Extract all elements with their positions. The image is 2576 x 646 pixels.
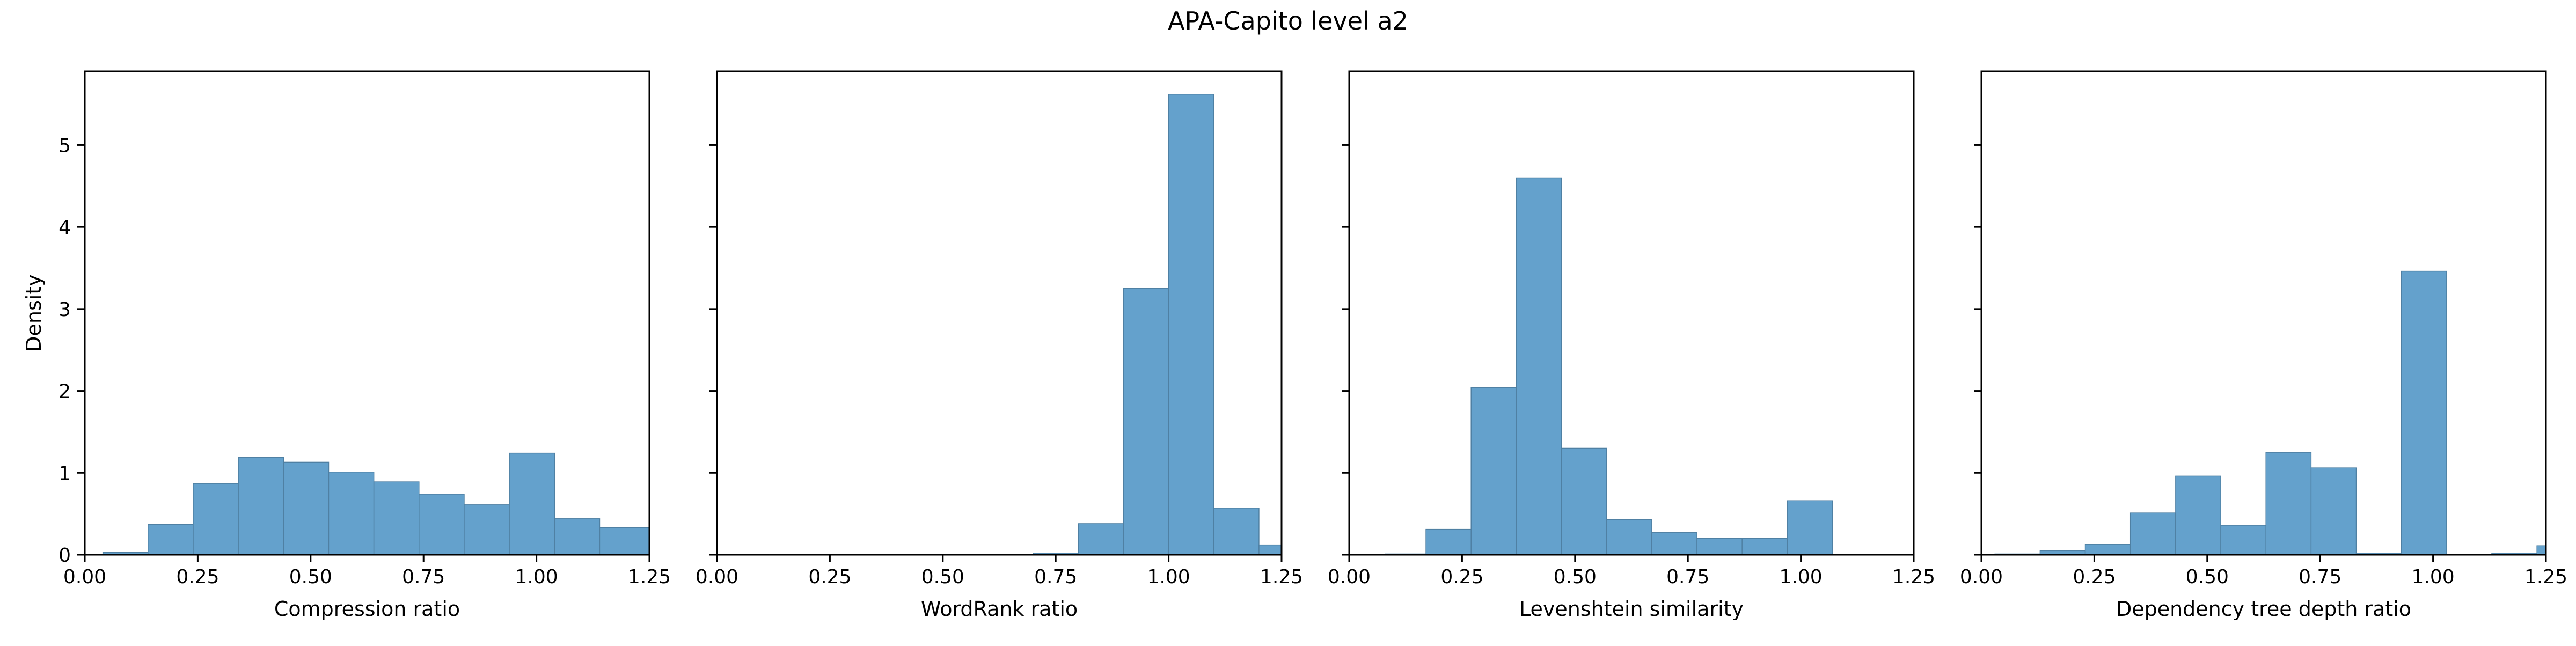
- x-axis-label: Dependency tree depth ratio: [2116, 597, 2411, 621]
- x-tick-label: 0.25: [1440, 566, 1483, 588]
- x-tick-label: 0.25: [808, 566, 851, 588]
- x-axis-label: Levenshtein similarity: [1519, 597, 1744, 621]
- histogram-bar: [419, 494, 465, 555]
- axes-frame: [84, 70, 650, 556]
- x-axis-label: WordRank ratio: [921, 597, 1078, 621]
- histogram-bars: [1994, 270, 2546, 555]
- x-tick-label: 0.00: [1328, 566, 1371, 588]
- histogram-bar: [1258, 544, 1282, 555]
- axes-frame: [716, 70, 1283, 556]
- x-tick-label: 0.75: [402, 566, 445, 588]
- histogram-bar: [1741, 538, 1788, 555]
- histogram-bar: [1516, 177, 1562, 555]
- histogram-bar: [2220, 525, 2266, 555]
- histogram-bar: [1123, 288, 1169, 555]
- x-tick-label: 0.25: [2073, 566, 2116, 588]
- histogram-bar: [1213, 508, 1260, 555]
- subplot-4: 0.00 0.25 0.50 0.75 1.00 1.25 Dependency tree …: [1960, 70, 2567, 621]
- histogram-bar: [1168, 94, 1214, 555]
- x-tick-label: 1.00: [515, 566, 558, 588]
- chart-title: APA-Capito level a2: [1168, 6, 1408, 35]
- histogram-bars: [1033, 94, 1282, 555]
- histogram-bar: [599, 527, 649, 555]
- x-tick-label: 0.00: [1960, 566, 2003, 588]
- x-tick-label: 1.00: [1780, 566, 1823, 588]
- y-tick-label: 2: [58, 381, 71, 403]
- histogram-bar: [1561, 447, 1607, 555]
- histogram-bar: [1651, 532, 1697, 555]
- histogram-bars: [102, 452, 649, 555]
- x-tick-label: 1.25: [1260, 566, 1303, 588]
- histogram-bar: [2265, 452, 2312, 555]
- x-tick-label: 1.00: [2412, 566, 2455, 588]
- histogram-bar: [2129, 512, 2176, 555]
- histogram-bar: [554, 518, 601, 555]
- axes-frame: [1980, 70, 2547, 556]
- histogram-bar: [1696, 538, 1743, 555]
- x-tick-label: 1.00: [1147, 566, 1190, 588]
- x-tick-label: 0.00: [696, 566, 738, 588]
- x-tick-label: 1.25: [1892, 566, 1935, 588]
- x-tick-label: 0.00: [63, 566, 106, 588]
- histogram-bar: [1787, 500, 1833, 555]
- x-tick-label: 1.25: [2524, 566, 2567, 588]
- x-tick-label: 0.50: [921, 566, 964, 588]
- subplot-1: 0.00 0.25 0.50 0.75 1.00 1.25 Compression rati…: [22, 70, 671, 621]
- histogram-bar: [148, 524, 194, 555]
- x-tick-label: 1.25: [628, 566, 671, 588]
- histogram-bar: [373, 481, 420, 555]
- histogram-bar: [1425, 528, 1472, 555]
- histogram-bar: [509, 452, 555, 555]
- histogram-bar: [2084, 544, 2131, 555]
- y-tick-label: 1: [58, 463, 71, 484]
- histogram-bar: [238, 457, 284, 555]
- histogram-bar: [193, 483, 239, 555]
- y-tick-label: 3: [58, 299, 71, 321]
- histogram-bar: [328, 472, 375, 555]
- subplot-3: 0.00 0.25 0.50 0.75 1.00 1.25 Levenshtein simi…: [1328, 70, 1935, 621]
- x-axis-label: Compression ratio: [274, 597, 460, 621]
- histogram-bar: [2310, 467, 2357, 555]
- histogram-bar: [2536, 545, 2546, 555]
- histogram-bar: [1606, 519, 1652, 555]
- y-axis-label: Density: [22, 274, 46, 351]
- y-tick-label: 0: [58, 545, 71, 567]
- x-tick-label: 0.75: [1034, 566, 1077, 588]
- axes-frame: [1348, 70, 1915, 556]
- x-tick-label: 0.75: [1666, 566, 1709, 588]
- x-tick-label: 0.25: [176, 566, 219, 588]
- x-tick-label: 0.50: [2186, 566, 2229, 588]
- histogram-bar: [1470, 387, 1517, 555]
- histogram-bar: [464, 504, 510, 555]
- x-tick-label: 0.50: [289, 566, 332, 588]
- x-tick-label: 0.75: [2299, 566, 2341, 588]
- x-tick-label: 0.50: [1554, 566, 1597, 588]
- y-tick-label: 4: [58, 217, 71, 239]
- histogram-bar: [2401, 270, 2447, 555]
- histogram-bar: [2175, 475, 2221, 555]
- y-tick-label: 5: [58, 135, 71, 157]
- histogram-bar: [283, 461, 330, 555]
- histogram-bar: [1078, 523, 1124, 555]
- histogram-bars: [1385, 177, 1833, 555]
- subplot-2: 0.00 0.25 0.50 0.75 1.00 1.25 WordRank ratio: [696, 70, 1303, 621]
